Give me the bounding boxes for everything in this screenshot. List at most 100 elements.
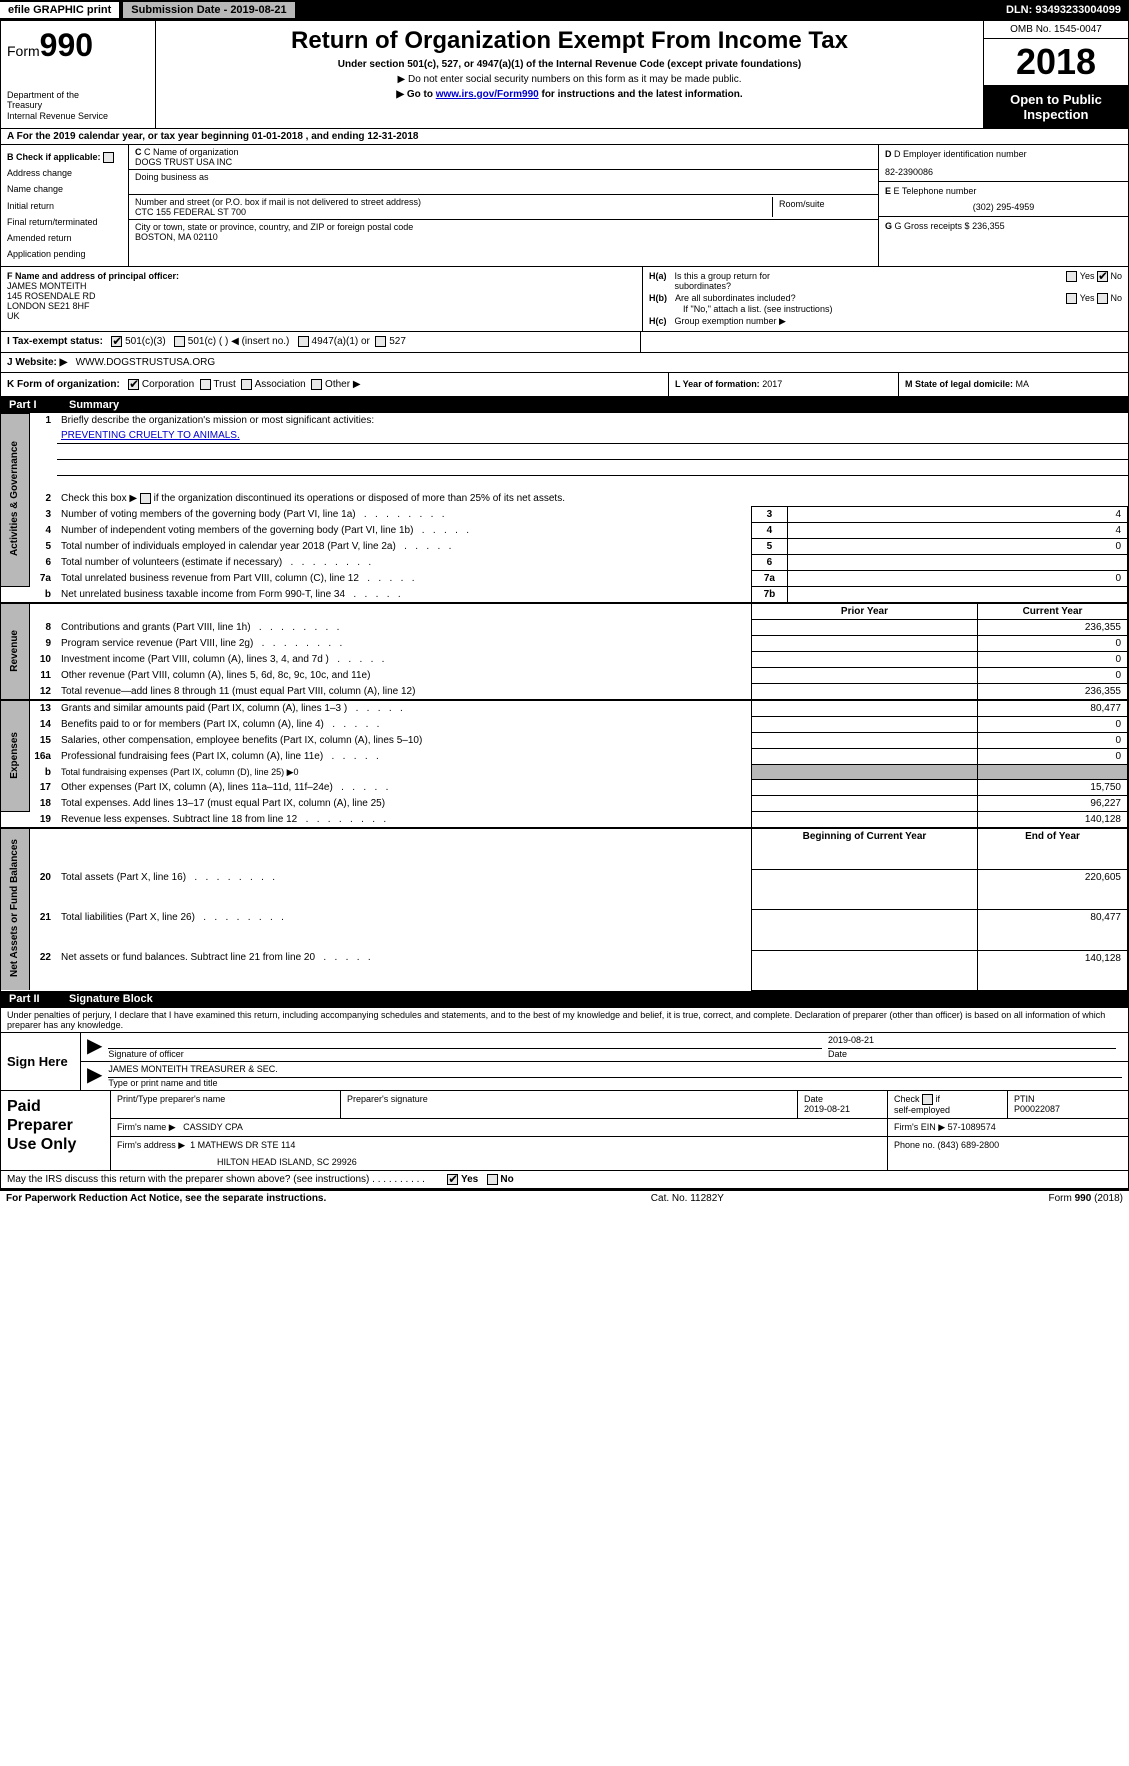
- line-3-box: 3: [751, 507, 787, 523]
- ha-no-cb[interactable]: [1097, 271, 1108, 282]
- part2-num: Part II: [9, 993, 69, 1005]
- line-15-prior: [751, 733, 977, 749]
- line-3-num: 3: [29, 507, 57, 523]
- b-address-change: Address change: [7, 165, 122, 181]
- open-line2: Inspection: [988, 107, 1124, 122]
- line-17-num: 17: [29, 780, 57, 796]
- submission-date: Submission Date - 2019-08-21: [123, 2, 294, 18]
- line-12-num: 12: [29, 684, 57, 701]
- section-bcd: B Check if applicable: Address change Na…: [1, 145, 1128, 267]
- row-l-year: L Year of formation: 2017: [668, 373, 898, 396]
- irs-link[interactable]: www.irs.gov/Form990: [436, 89, 539, 100]
- c-name-cell: C C Name of organization DOGS TRUST USA …: [129, 145, 878, 170]
- c-name-val: DOGS TRUST USA INC: [135, 157, 872, 167]
- line-2-cb[interactable]: [140, 493, 151, 504]
- i-527-cb[interactable]: [375, 336, 386, 347]
- part2-header: Part II Signature Block: [1, 991, 1128, 1007]
- k-corp-cb[interactable]: [128, 379, 139, 390]
- hb-yes-cb[interactable]: [1066, 293, 1077, 304]
- line-16b-txt: Total fundraising expenses (Part IX, col…: [57, 765, 751, 780]
- summary-table: Activities & Governance 1 Briefly descri…: [1, 413, 1128, 991]
- line-19-num: 19: [29, 812, 57, 829]
- header-mid: Return of Organization Exempt From Incom…: [156, 21, 983, 128]
- line-8-num: 8: [29, 620, 57, 636]
- checkbox-icon[interactable]: [103, 152, 114, 163]
- i-501c-cb[interactable]: [174, 336, 185, 347]
- firm-addr-lbl: Firm's address ▶: [117, 1140, 185, 1150]
- firm-phone-lbl: Phone no.: [894, 1140, 938, 1150]
- line-22-txt: Net assets or fund balances. Subtract li…: [57, 950, 751, 990]
- b-amended: Amended return: [7, 230, 122, 246]
- line-10-curr: 0: [978, 652, 1128, 668]
- line-7b-txt: Net unrelated business taxable income fr…: [57, 587, 751, 604]
- d-gross-val: 236,355: [972, 221, 1005, 231]
- c-city-val: BOSTON, MA 02110: [135, 232, 872, 242]
- ha-yes-cb[interactable]: [1066, 271, 1077, 282]
- name-arrow-icon: ▶: [87, 1062, 108, 1090]
- line-7a-box: 7a: [751, 571, 787, 587]
- row-i-j: I Tax-exempt status: 501(c)(3) 501(c) ( …: [1, 332, 1128, 352]
- line-18-txt: Total expenses. Add lines 13–17 (must eq…: [57, 796, 751, 812]
- c-addr-lbl: Number and street (or P.O. box if mail i…: [135, 197, 772, 207]
- discuss-txt: May the IRS discuss this return with the…: [7, 1174, 425, 1185]
- line-7a-txt: Total unrelated business revenue from Pa…: [57, 571, 751, 587]
- line-11-num: 11: [29, 668, 57, 684]
- line-12-prior: [751, 684, 977, 701]
- hb-no-cb[interactable]: [1097, 293, 1108, 304]
- prior-year-hdr: Prior Year: [751, 603, 977, 620]
- line-5-box: 5: [751, 539, 787, 555]
- footer-mid: Cat. No. 11282Y: [651, 1193, 724, 1204]
- discuss-no-cb[interactable]: [487, 1174, 498, 1185]
- preparer-section: Paid Preparer Use Only Print/Type prepar…: [1, 1091, 1128, 1171]
- d-ein: D D Employer identification number 82-23…: [879, 145, 1128, 182]
- line-4-val: 4: [787, 523, 1127, 539]
- line-21-end: 80,477: [978, 910, 1128, 950]
- sign-section: Sign Here ▶ Signature of officer 2019-08…: [1, 1032, 1128, 1091]
- penalty-text: Under penalties of perjury, I declare th…: [1, 1007, 1128, 1032]
- f-addr1: 145 ROSENDALE RD: [7, 291, 636, 301]
- line-7b-num: b: [29, 587, 57, 604]
- i-501c3-cb[interactable]: [111, 336, 122, 347]
- line-1-num: 1: [29, 413, 57, 428]
- line-8-txt: Contributions and grants (Part VIII, lin…: [57, 620, 751, 636]
- f-lbl: F Name and address of principal officer:: [7, 271, 179, 281]
- c-name-lbl: C C Name of organization: [135, 147, 872, 157]
- firm-ein: 57-1089574: [948, 1122, 996, 1132]
- row-j-website: J Website: ▶ WWW.DOGSTRUSTUSA.ORG: [1, 353, 1128, 373]
- row-m-state: M State of legal domicile: MA: [898, 373, 1128, 396]
- i-4947-cb[interactable]: [298, 336, 309, 347]
- k-assoc-cb[interactable]: [241, 379, 252, 390]
- line-17-txt: Other expenses (Part IX, column (A), lin…: [57, 780, 751, 796]
- k-trust-cb[interactable]: [200, 379, 211, 390]
- line-1-val[interactable]: PREVENTING CRUELTY TO ANIMALS.: [61, 430, 240, 441]
- line-6-num: 6: [29, 555, 57, 571]
- sign-date: 2019-08-21: [828, 1035, 1116, 1049]
- c-city-lbl: City or town, state or province, country…: [135, 222, 872, 232]
- line-13-num: 13: [29, 700, 57, 717]
- line-8-prior: [751, 620, 977, 636]
- footer-right: Form 990 (2018): [1049, 1193, 1123, 1204]
- line-20-num: 20: [29, 870, 57, 910]
- omb-number: OMB No. 1545-0047: [984, 21, 1128, 39]
- line-8-curr: 236,355: [978, 620, 1128, 636]
- discuss-yes-cb[interactable]: [447, 1174, 458, 1185]
- sidebar-ag: Activities & Governance: [1, 413, 29, 587]
- line-9-num: 9: [29, 636, 57, 652]
- line-21-txt: Total liabilities (Part X, line 26): [57, 910, 751, 950]
- part2-title: Signature Block: [69, 993, 153, 1005]
- col-c-org-info: C C Name of organization DOGS TRUST USA …: [129, 145, 878, 266]
- k-other-cb[interactable]: [311, 379, 322, 390]
- c-city-cell: City or town, state or province, country…: [129, 220, 878, 244]
- line-19-txt: Revenue less expenses. Subtract line 18 …: [57, 812, 751, 829]
- open-public: Open to Public Inspection: [984, 86, 1128, 128]
- hb-note: If "No," attach a list. (see instruction…: [649, 304, 1122, 314]
- b-pending: Application pending: [7, 246, 122, 262]
- line-12-txt: Total revenue—add lines 8 through 11 (mu…: [57, 684, 751, 701]
- self-emp-cb[interactable]: [922, 1094, 933, 1105]
- d-ein-val: 82-2390086: [885, 167, 1122, 177]
- line-5-val: 0: [787, 539, 1127, 555]
- line-13-txt: Grants and similar amounts paid (Part IX…: [57, 700, 751, 717]
- line-22-end: 140,128: [978, 950, 1128, 990]
- sign-here-label: Sign Here: [1, 1033, 81, 1090]
- b-initial-return: Initial return: [7, 198, 122, 214]
